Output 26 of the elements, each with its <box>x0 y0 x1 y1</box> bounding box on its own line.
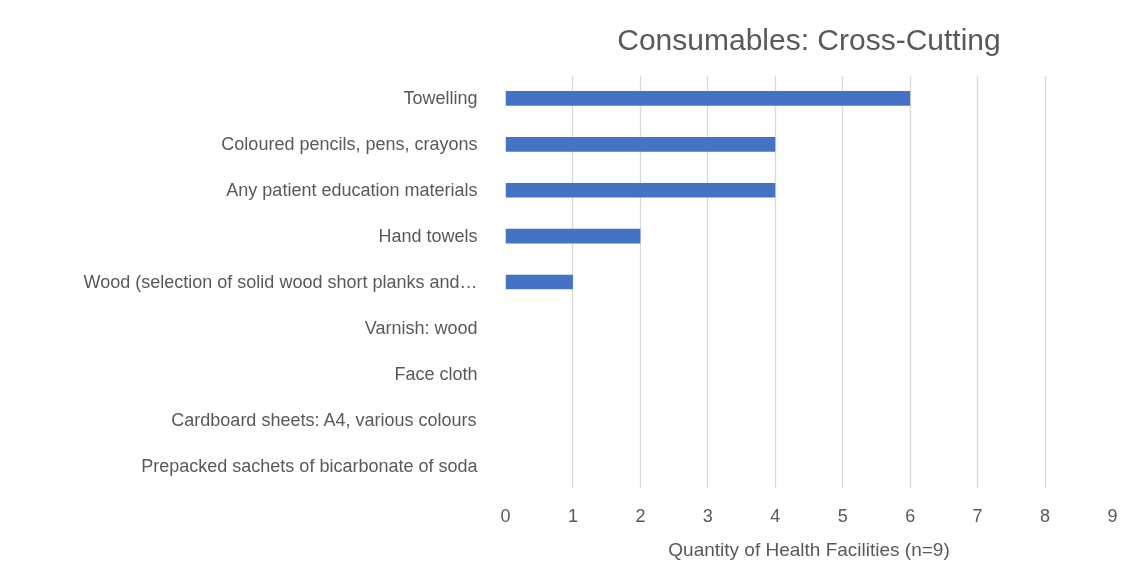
chart-title: Consumables: Cross-Cutting <box>617 22 1001 56</box>
x-tick-label: 2 <box>635 505 646 526</box>
y-tick-label: Coloured pencils, pens, crayons <box>221 134 478 155</box>
bar <box>505 274 573 290</box>
y-tick-label: Towelling <box>403 88 478 109</box>
y-tick-label: Any patient education materials <box>226 180 478 201</box>
bar <box>505 182 776 198</box>
bar <box>505 228 641 244</box>
y-tick-label: Hand towels <box>378 226 478 247</box>
x-tick-label: 5 <box>837 505 848 526</box>
y-tick-label: Face cloth <box>394 363 478 384</box>
bar <box>505 136 776 152</box>
x-axis-title: Quantity of Health Facilities (n=9) <box>668 538 950 560</box>
x-tick-label: 0 <box>500 505 511 526</box>
x-tick-label: 3 <box>702 505 713 526</box>
y-tick-label: Varnish: wood <box>364 317 478 338</box>
y-tick-label: Cardboard sheets: A4, various colours <box>171 409 477 430</box>
y-tick-label: Prepacked sachets of bicarbonate of soda <box>141 455 479 476</box>
x-tick-label: 6 <box>905 505 916 526</box>
x-tick-label: 1 <box>567 505 578 526</box>
x-tick-label: 8 <box>1040 505 1051 526</box>
bar <box>505 91 911 106</box>
x-tick-label: 7 <box>972 505 983 526</box>
x-tick-label: 9 <box>1107 505 1118 526</box>
y-tick-label: Wood (selection of solid wood short planks and… <box>83 272 478 292</box>
x-tick-label: 4 <box>770 505 781 526</box>
